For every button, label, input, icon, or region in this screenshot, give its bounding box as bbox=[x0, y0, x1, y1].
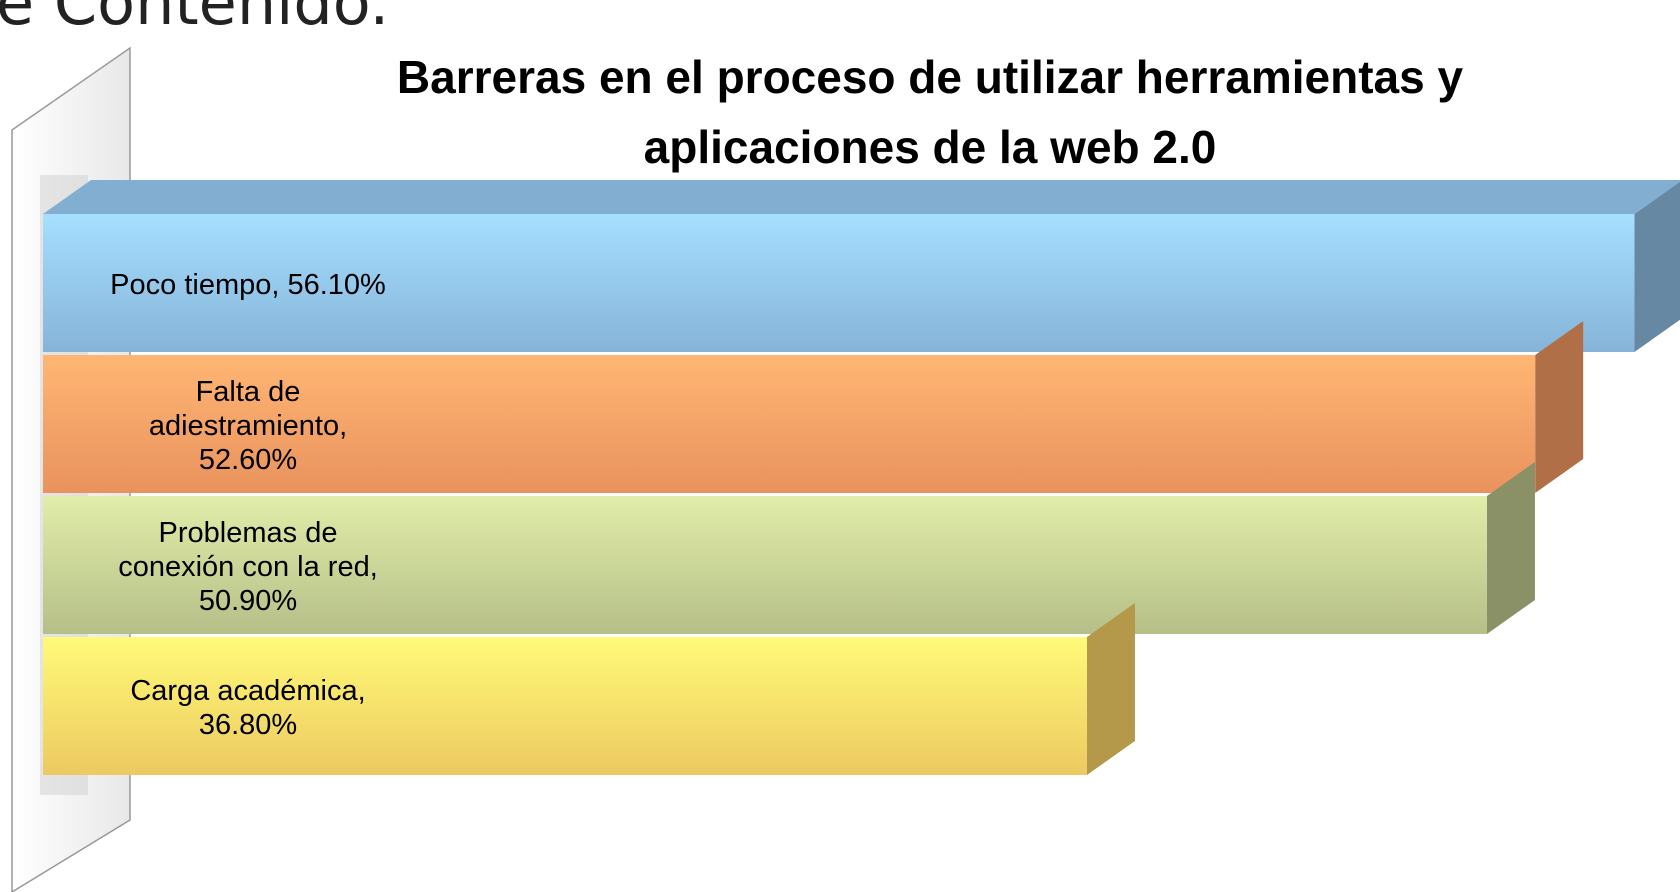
bar-top bbox=[43, 180, 1680, 214]
data-label: Falta de adiestramiento, 52.60% bbox=[148, 376, 348, 476]
bar bbox=[43, 496, 1487, 634]
bar bbox=[43, 214, 1635, 352]
bar-side bbox=[1486, 462, 1535, 634]
bar-side bbox=[1086, 603, 1135, 775]
data-label: Carga académica, 36.80% bbox=[130, 675, 366, 741]
bar bbox=[43, 355, 1536, 493]
data-label: Problemas de conexión con la red, 50.90% bbox=[118, 517, 378, 617]
bar-side bbox=[1634, 181, 1680, 352]
bar-side bbox=[1535, 321, 1584, 493]
slide-title: e Contenido. bbox=[0, 0, 390, 39]
data-label: Poco tiempo, 56.10% bbox=[110, 269, 386, 301]
chart-title: Barreras en el proceso de utilizar herra… bbox=[396, 51, 1464, 173]
bar bbox=[43, 637, 1087, 775]
